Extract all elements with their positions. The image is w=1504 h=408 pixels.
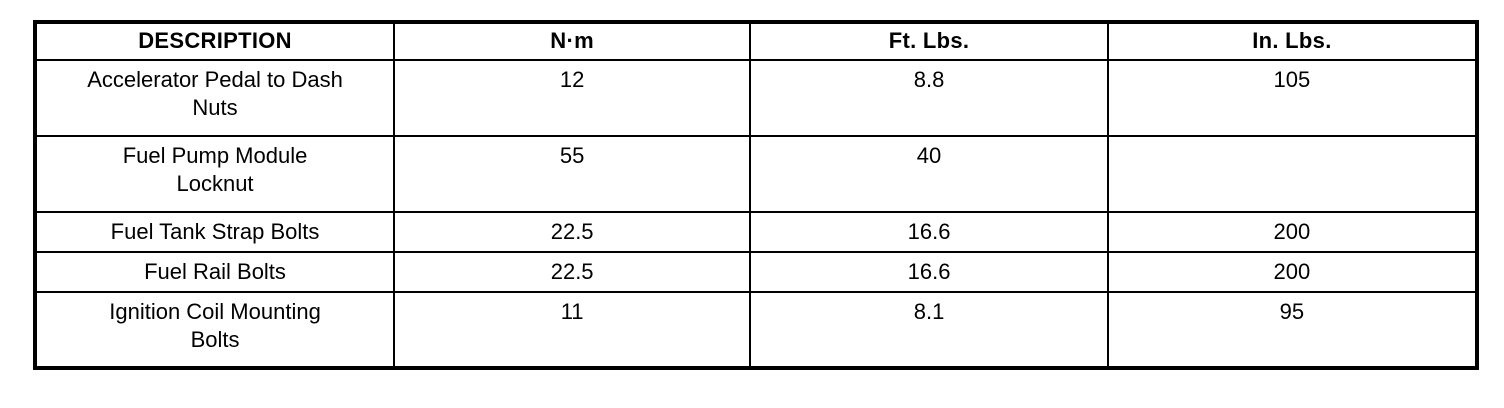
cell-ftlbs: 40 <box>749 135 1109 213</box>
cell-ftlbs: 16.6 <box>749 211 1109 253</box>
torque-spec-table-container: DESCRIPTION N·m Ft. Lbs. In. Lbs. Accele… <box>33 20 1479 370</box>
cell-description: Accelerator Pedal to Dash Nuts <box>33 59 396 137</box>
column-header-ftlbs: Ft. Lbs. <box>749 21 1109 61</box>
cell-inlbs: 95 <box>1106 291 1479 369</box>
cell-ftlbs: 8.1 <box>749 291 1109 369</box>
cell-ftlbs: 16.6 <box>749 251 1109 293</box>
column-header-nm: N·m <box>393 21 752 61</box>
cell-ftlbs: 8.8 <box>749 59 1109 137</box>
table-row: Fuel Pump Module Locknut 55 40 <box>33 135 1479 213</box>
table-row: Fuel Tank Strap Bolts 22.5 16.6 200 <box>33 211 1479 253</box>
table-row: Ignition Coil Mounting Bolts 11 8.1 95 <box>33 291 1479 369</box>
cell-description: Ignition Coil Mounting Bolts <box>33 291 396 369</box>
table-row: Fuel Rail Bolts 22.5 16.6 200 <box>33 251 1479 293</box>
cell-inlbs: 200 <box>1106 251 1479 293</box>
cell-nm: 22.5 <box>393 251 752 293</box>
cell-nm: 12 <box>393 59 752 137</box>
cell-description: Fuel Rail Bolts <box>33 251 396 293</box>
header-row: DESCRIPTION N·m Ft. Lbs. In. Lbs. <box>33 21 1479 61</box>
cell-description: Fuel Pump Module Locknut <box>33 135 396 213</box>
table-row: Accelerator Pedal to Dash Nuts 12 8.8 10… <box>33 59 1479 137</box>
cell-inlbs: 200 <box>1106 211 1479 253</box>
column-header-inlbs: In. Lbs. <box>1106 21 1479 61</box>
cell-inlbs <box>1106 135 1479 213</box>
torque-spec-table: DESCRIPTION N·m Ft. Lbs. In. Lbs. Accele… <box>33 20 1479 370</box>
cell-description: Fuel Tank Strap Bolts <box>33 211 396 253</box>
cell-inlbs: 105 <box>1106 59 1479 137</box>
cell-nm: 55 <box>393 135 752 213</box>
column-header-description: DESCRIPTION <box>33 21 396 61</box>
cell-nm: 11 <box>393 291 752 369</box>
cell-nm: 22.5 <box>393 211 752 253</box>
